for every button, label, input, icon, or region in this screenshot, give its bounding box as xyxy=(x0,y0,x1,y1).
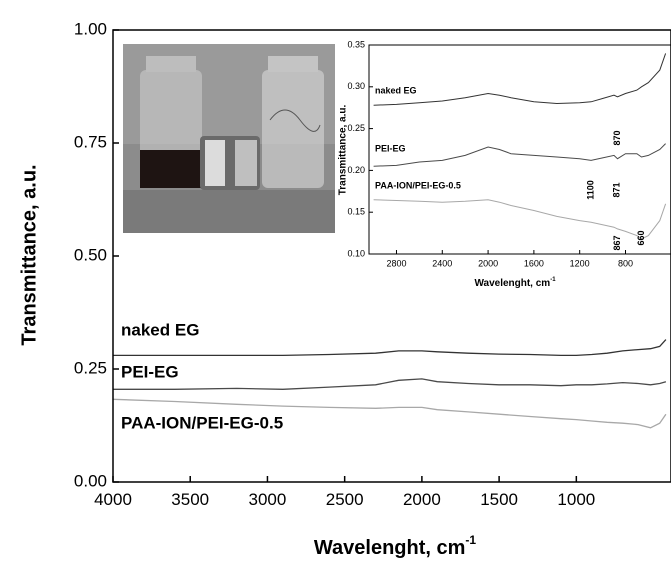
y-tick-label: 0.35 xyxy=(347,39,365,49)
x-tick-label: 800 xyxy=(618,258,633,268)
x-axis-label-text: Wavelenght, cm xyxy=(474,278,550,289)
series-line xyxy=(373,53,667,106)
y-tick-label: 0.10 xyxy=(347,248,365,258)
x-tick-label: 2400 xyxy=(432,258,452,268)
x-tick-label: 3500 xyxy=(171,490,209,509)
series-line xyxy=(112,398,667,429)
x-axis-label: Wavelenght, cm-1 xyxy=(314,533,477,559)
x-tick-label: 1600 xyxy=(524,258,544,268)
x-tick-label: 2500 xyxy=(326,490,364,509)
y-axis-label: Transmittance, a.u. xyxy=(18,164,40,345)
series-line xyxy=(373,199,667,240)
x-tick-label: 2000 xyxy=(403,490,441,509)
x-axis-label-superscript: -1 xyxy=(550,277,556,283)
x-tick-label: 4000 xyxy=(94,490,132,509)
axes-frame xyxy=(368,44,671,255)
y-tick-label: 0.75 xyxy=(74,132,107,151)
series-line xyxy=(113,378,667,390)
peak-label: 870 xyxy=(612,130,622,145)
series-label: PAA-ION/PEI-EG-0.5 xyxy=(375,180,461,190)
y-tick-label: 0.25 xyxy=(74,358,107,377)
x-tick-label: 1000 xyxy=(557,490,595,509)
y-tick-label: 1.00 xyxy=(74,19,107,38)
y-tick-label: 0.00 xyxy=(74,471,107,490)
series-label: naked EG xyxy=(375,85,417,95)
x-tick-label: 3000 xyxy=(249,490,287,509)
peak-label: 660 xyxy=(636,230,646,245)
x-axis-label-text: Wavelenght, cm xyxy=(314,537,466,559)
peak-label: 871 xyxy=(612,182,622,197)
y-axis-label: Transmittance, a.u. xyxy=(338,104,349,195)
peak-label: 867 xyxy=(612,235,622,250)
x-tick-label: 1500 xyxy=(480,490,518,509)
y-tick-label: 0.30 xyxy=(347,81,365,91)
series-label: PAA-ION/PEI-EG-0.5 xyxy=(121,413,283,432)
peak-label: 1100 xyxy=(586,180,596,200)
y-tick-label: 0.15 xyxy=(347,207,365,217)
x-axis-label-superscript: -1 xyxy=(465,533,476,547)
series-label: PEI-EG xyxy=(121,362,179,381)
x-tick-label: 2800 xyxy=(386,258,406,268)
y-tick-label: 0.20 xyxy=(347,165,365,175)
x-tick-label: 2000 xyxy=(478,258,498,268)
series-line xyxy=(113,339,667,357)
series-label: naked EG xyxy=(121,320,199,339)
series-label: PEI-EG xyxy=(375,143,406,153)
y-tick-label: 0.50 xyxy=(74,245,107,264)
x-axis-label: Wavelenght, cm-1 xyxy=(474,277,556,289)
series-line xyxy=(373,143,666,167)
y-tick-label: 0.25 xyxy=(347,123,365,133)
x-tick-label: 1200 xyxy=(570,258,590,268)
plot-background xyxy=(369,45,669,254)
photo xyxy=(123,44,335,233)
